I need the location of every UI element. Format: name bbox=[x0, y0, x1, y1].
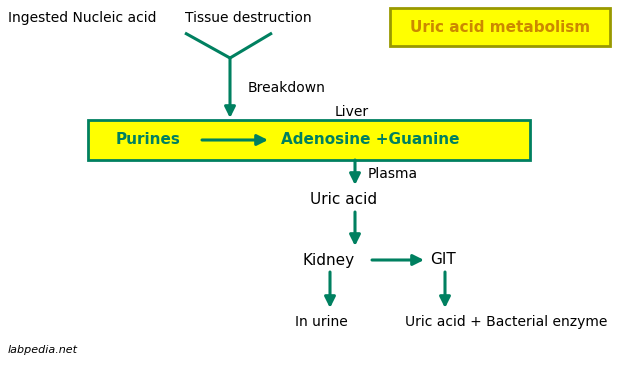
Text: GIT: GIT bbox=[430, 252, 456, 268]
Text: Uric acid metabolism: Uric acid metabolism bbox=[410, 20, 590, 34]
Text: Purines: Purines bbox=[116, 132, 180, 148]
Text: Plasma: Plasma bbox=[368, 167, 418, 181]
Text: labpedia.net: labpedia.net bbox=[8, 345, 78, 355]
Text: Uric acid: Uric acid bbox=[310, 193, 377, 207]
Text: Liver: Liver bbox=[335, 105, 369, 119]
FancyBboxPatch shape bbox=[88, 120, 530, 160]
FancyBboxPatch shape bbox=[390, 8, 610, 46]
Text: Ingested Nucleic acid: Ingested Nucleic acid bbox=[8, 11, 157, 25]
Text: Uric acid + Bacterial enzyme: Uric acid + Bacterial enzyme bbox=[405, 315, 607, 329]
Text: Adenosine +Guanine: Adenosine +Guanine bbox=[281, 132, 460, 148]
Text: In urine: In urine bbox=[295, 315, 348, 329]
Text: Breakdown: Breakdown bbox=[248, 81, 326, 95]
Text: Tissue destruction: Tissue destruction bbox=[185, 11, 312, 25]
Text: Kidney: Kidney bbox=[303, 252, 355, 268]
